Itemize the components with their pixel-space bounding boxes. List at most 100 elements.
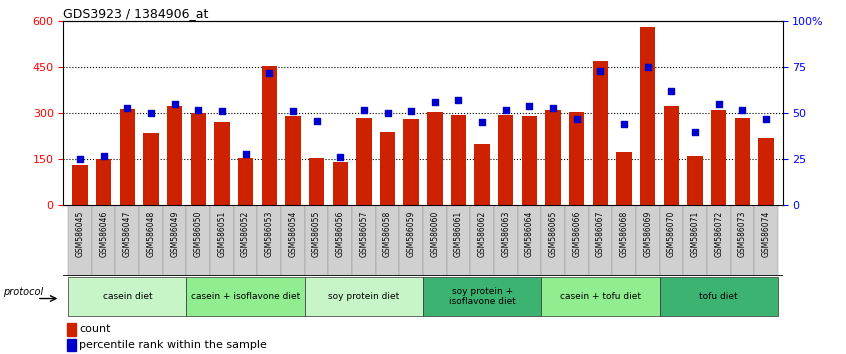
Text: GSM586073: GSM586073 [738,211,747,257]
Bar [356,118,371,205]
Point [215,109,228,114]
Text: GSM586069: GSM586069 [643,211,652,257]
Point [404,109,418,114]
Point [712,101,726,107]
Text: casein + isoflavone diet: casein + isoflavone diet [191,292,300,301]
Bar [167,105,183,205]
Text: GSM586059: GSM586059 [407,211,415,257]
Bar [565,205,589,276]
Bar [518,205,541,276]
Point [735,107,749,113]
Bar [660,205,684,276]
Point [428,99,442,105]
Bar [640,27,656,205]
Bar [238,158,253,205]
Text: GSM586070: GSM586070 [667,211,676,257]
Text: GSM586072: GSM586072 [714,211,723,257]
Text: casein diet: casein diet [102,292,152,301]
Text: GSM586049: GSM586049 [170,211,179,257]
Bar [143,133,159,205]
Bar [660,277,777,316]
Text: GSM586074: GSM586074 [761,211,771,257]
Text: GSM586067: GSM586067 [596,211,605,257]
Bar [162,205,186,276]
Point [168,101,181,107]
Point [570,116,584,122]
Bar [352,205,376,276]
Text: GSM586046: GSM586046 [99,211,108,257]
Text: GSM586052: GSM586052 [241,211,250,257]
Point [262,70,276,76]
Bar [470,205,494,276]
Bar [423,277,541,316]
Text: GSM586071: GSM586071 [690,211,700,257]
Bar [522,116,537,205]
Text: GSM586056: GSM586056 [336,211,344,257]
Bar [92,205,116,276]
Bar [427,112,442,205]
Bar [257,205,281,276]
Text: GSM586055: GSM586055 [312,211,321,257]
Point [499,107,513,113]
Bar [119,109,135,205]
Text: GSM586053: GSM586053 [265,211,274,257]
Bar [305,277,423,316]
Text: GSM586062: GSM586062 [478,211,486,257]
Text: GSM586058: GSM586058 [383,211,392,257]
Bar [423,205,447,276]
Bar [210,205,233,276]
Text: GSM586065: GSM586065 [548,211,558,257]
Point [310,118,323,124]
Point [547,105,560,110]
Bar [261,66,277,205]
Point [191,107,205,113]
Bar [67,338,75,351]
Bar [404,119,419,205]
Bar [285,116,300,205]
Bar [475,144,490,205]
Bar [116,205,139,276]
Text: GSM586054: GSM586054 [288,211,298,257]
Point [594,68,607,74]
Bar [328,205,352,276]
Point [475,120,489,125]
Bar [711,110,727,205]
Text: percentile rank within the sample: percentile rank within the sample [80,340,267,350]
Bar [309,158,324,205]
Text: soy protein +
isoflavone diet: soy protein + isoflavone diet [448,287,515,306]
Text: GSM586066: GSM586066 [572,211,581,257]
Point [452,98,465,103]
Point [689,129,702,135]
Point [759,116,772,122]
Point [97,153,111,159]
Point [641,64,655,70]
Bar [380,132,395,205]
Text: GSM586050: GSM586050 [194,211,203,257]
Bar [96,159,112,205]
Bar [541,205,565,276]
Bar [613,205,636,276]
Bar [498,115,514,205]
Bar [663,105,679,205]
Text: GSM586060: GSM586060 [431,211,439,257]
Bar [67,323,75,336]
Bar [451,115,466,205]
Point [286,109,299,114]
Point [665,88,678,94]
Bar [758,138,774,205]
Point [239,151,252,156]
Bar [186,277,305,316]
Bar [69,277,186,316]
Text: tofu diet: tofu diet [700,292,738,301]
Text: GSM586047: GSM586047 [123,211,132,257]
Bar [376,205,399,276]
Bar [754,205,777,276]
Text: GSM586064: GSM586064 [525,211,534,257]
Bar [399,205,423,276]
Point [120,105,134,110]
Text: GSM586061: GSM586061 [454,211,463,257]
Bar [546,110,561,205]
Point [523,103,536,109]
Bar [730,205,754,276]
Text: GSM586045: GSM586045 [75,211,85,257]
